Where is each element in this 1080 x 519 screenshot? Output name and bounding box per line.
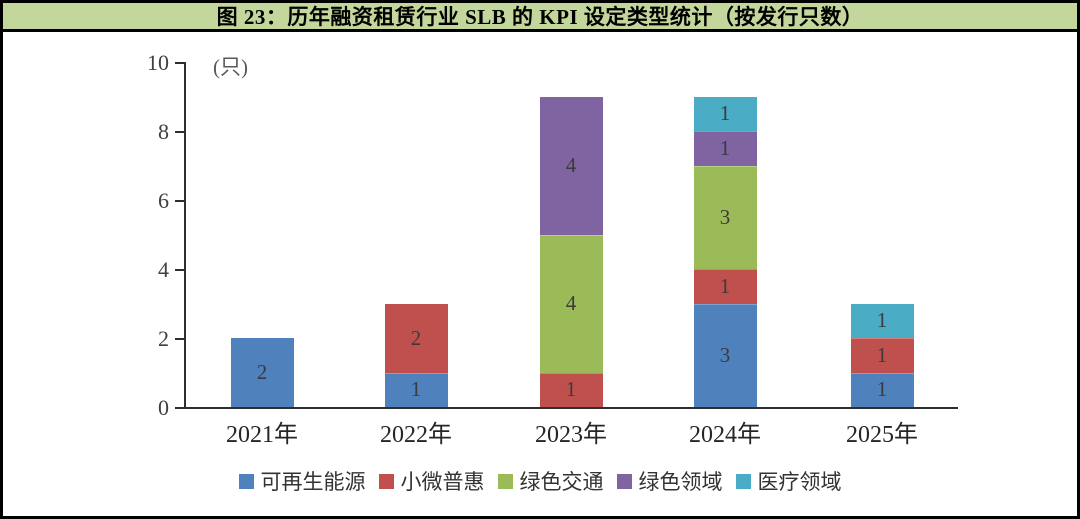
legend-swatch-icon bbox=[735, 473, 751, 489]
y-axis-tick bbox=[175, 62, 185, 64]
bar-segment-value: 3 bbox=[719, 204, 731, 229]
bar-segment-value: 1 bbox=[719, 101, 731, 126]
figure-title: 图 23：历年融资租赁行业 SLB 的 KPI 设定类型统计（按发行只数） bbox=[216, 5, 864, 29]
chart-legend: 可再生能源 小微普惠 绿色交通 绿色领域 医疗领域 bbox=[3, 466, 1077, 496]
legend-swatch-icon bbox=[238, 473, 254, 489]
legend-swatch-icon bbox=[378, 473, 394, 489]
x-axis-category-label: 2021年 bbox=[226, 422, 298, 448]
bar-segment-小微普惠: 1 bbox=[539, 372, 603, 407]
y-axis-tick bbox=[175, 269, 185, 271]
legend-item: 医疗领域 bbox=[735, 466, 842, 496]
x-axis-category-label: 2024年 bbox=[689, 422, 761, 448]
y-axis-tick-label: 4 bbox=[158, 257, 169, 282]
x-axis-category-label: 2025年 bbox=[846, 422, 918, 448]
bar-segment-value: 1 bbox=[719, 135, 731, 160]
bar-segment-绿色交通: 4 bbox=[539, 234, 603, 373]
legend-swatch-icon bbox=[616, 473, 632, 489]
bar-segment-value: 4 bbox=[565, 291, 577, 315]
bar-segment-医疗领域: 1 bbox=[850, 303, 914, 338]
bar-segment-value: 1 bbox=[719, 273, 731, 298]
legend-item: 绿色交通 bbox=[497, 466, 604, 496]
legend-item: 可再生能源 bbox=[238, 466, 366, 496]
figure-title-bar: 图 23：历年融资租赁行业 SLB 的 KPI 设定类型统计（按发行只数） bbox=[3, 3, 1077, 32]
legend-item: 小微普惠 bbox=[378, 466, 485, 496]
bar-segment-小微普惠: 1 bbox=[850, 338, 914, 373]
bar-segment-value: 1 bbox=[876, 308, 888, 333]
bar-segment-value: 1 bbox=[876, 342, 888, 367]
y-axis-tick bbox=[175, 407, 185, 409]
bar-segment-绿色交通: 3 bbox=[693, 165, 757, 269]
y-axis-tick-label: 10 bbox=[147, 50, 169, 75]
bar-segment-可再生能源: 3 bbox=[693, 303, 757, 407]
legend-label: 绿色交通 bbox=[519, 470, 604, 494]
bar-segment-value: 2 bbox=[410, 325, 422, 350]
legend-swatch-icon bbox=[497, 473, 513, 489]
bar-segment-绿色领域: 1 bbox=[693, 131, 757, 166]
legend-item: 绿色领域 bbox=[616, 466, 723, 496]
bar-segment-value: 2 bbox=[256, 360, 268, 384]
y-axis-tick-label: 6 bbox=[158, 188, 169, 213]
bar-segment-小微普惠: 1 bbox=[693, 269, 757, 304]
y-axis-tick-label: 8 bbox=[158, 119, 169, 144]
y-axis-tick bbox=[175, 200, 185, 202]
x-axis-category-label: 2023年 bbox=[535, 422, 607, 448]
bar-segment-可再生能源: 1 bbox=[850, 372, 914, 407]
y-axis-tick bbox=[175, 338, 185, 340]
bar-segment-value: 3 bbox=[719, 342, 731, 367]
legend-label: 可再生能源 bbox=[260, 470, 366, 494]
bar-segment-value: 1 bbox=[876, 377, 888, 402]
bar-segment-小微普惠: 2 bbox=[384, 303, 448, 373]
x-axis-line bbox=[184, 407, 958, 409]
figure-inner: 图 23：历年融资租赁行业 SLB 的 KPI 设定类型统计（按发行只数） (只… bbox=[3, 3, 1077, 516]
y-axis-tick bbox=[175, 131, 185, 133]
y-axis-line bbox=[184, 62, 186, 409]
bar-segment-可再生能源: 2 bbox=[230, 338, 294, 407]
y-axis-tick-label: 2 bbox=[158, 326, 169, 351]
y-axis-tick-label: 0 bbox=[158, 395, 169, 420]
bar-segment-绿色领域: 4 bbox=[539, 96, 603, 235]
legend-label: 小微普惠 bbox=[400, 470, 485, 494]
bar-segment-value: 4 bbox=[565, 153, 577, 177]
bar-segment-可再生能源: 1 bbox=[384, 372, 448, 407]
bar-segment-医疗领域: 1 bbox=[693, 96, 757, 131]
x-axis-category-label: 2022年 bbox=[380, 422, 452, 448]
legend-label: 绿色领域 bbox=[638, 470, 723, 494]
bar-segment-value: 1 bbox=[410, 377, 422, 402]
legend-label: 医疗领域 bbox=[757, 470, 842, 494]
y-axis-unit-label: (只) bbox=[213, 55, 248, 79]
bar-segment-value: 1 bbox=[565, 377, 577, 402]
